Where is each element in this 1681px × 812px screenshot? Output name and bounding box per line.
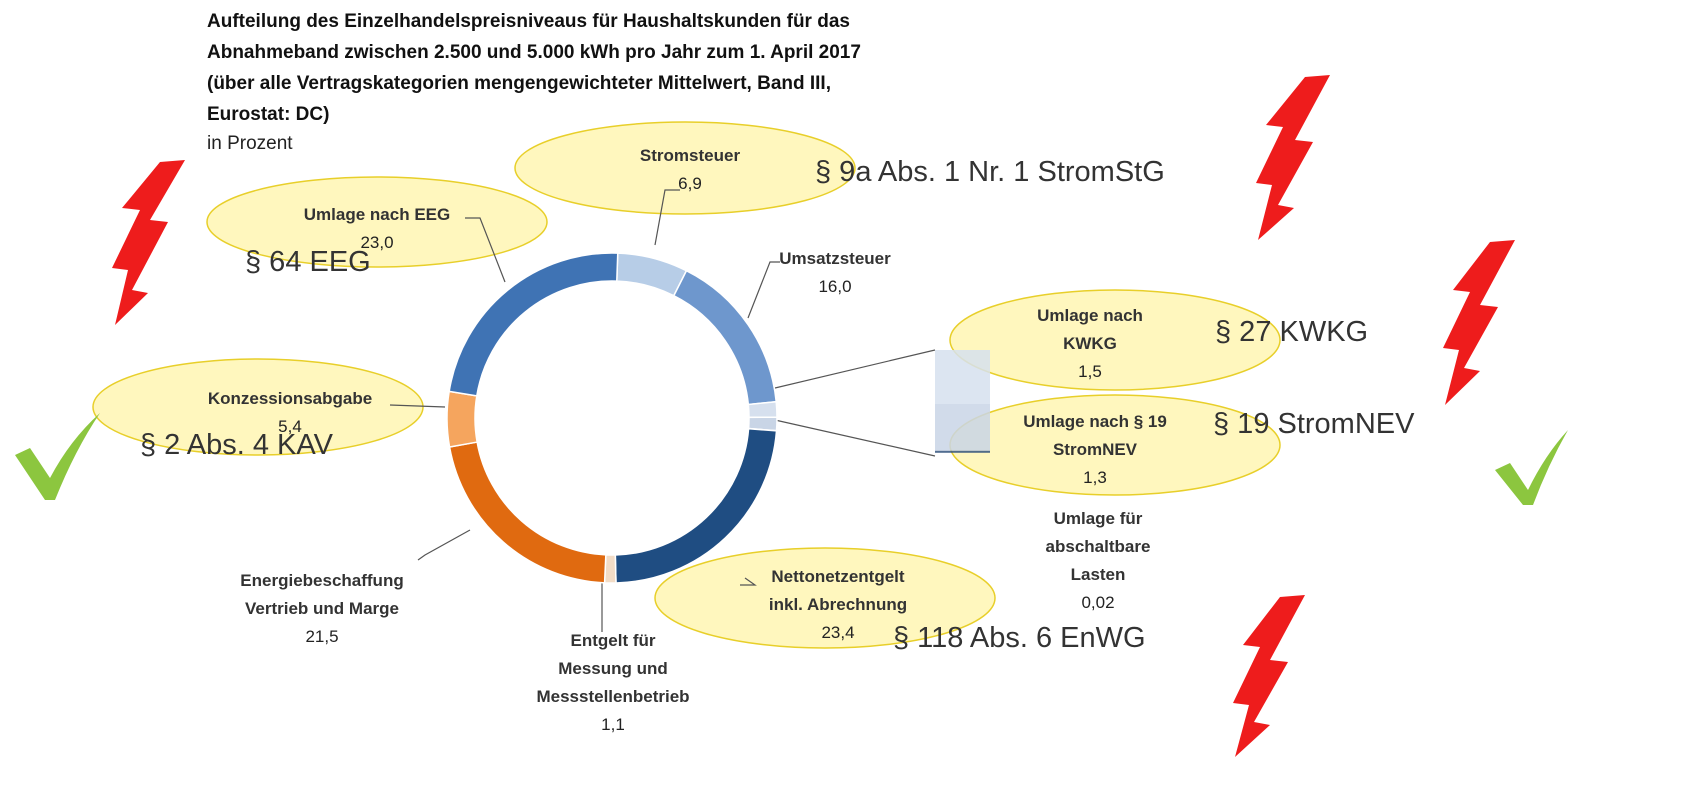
value-label: 23,0 [360, 233, 394, 252]
zoom-bar [935, 404, 990, 451]
slice-label: Umlage nach EEG 23,0 [304, 201, 450, 257]
checkmark [1495, 430, 1568, 505]
check-icons [15, 413, 1568, 505]
highlight [949, 289, 1281, 391]
slice-label: Energiebeschaffung Vertrieb und Marge 21,… [240, 567, 403, 651]
highlight [92, 358, 424, 456]
chart-subtitle: in Prozent [207, 133, 293, 154]
donut-segment [446, 390, 478, 448]
slice-label: Umlage nach § 19 StromNEV 1,3 [1023, 408, 1167, 492]
value-label: 1,3 [1083, 468, 1107, 487]
slice-label: Stromsteuer 6,9 [640, 142, 740, 198]
value-label: 21,5 [305, 627, 339, 646]
slice-label: Umsatzsteuer 16,0 [779, 245, 891, 301]
annotation: § 27 KWKG [1215, 316, 1369, 348]
slice-label: Konzessionsabgabe 5,4 [208, 385, 372, 441]
slice-label: Nettonetzentgelt inkl. Abrechnung 23,4 [769, 563, 907, 647]
zoom-bar [935, 350, 990, 404]
donut-segment [747, 400, 778, 419]
leader-line [417, 529, 471, 561]
leader-line [740, 577, 757, 586]
highlights [92, 121, 1281, 649]
checkmark [15, 413, 100, 500]
value-label: 1,5 [1078, 362, 1102, 381]
leader-line [389, 404, 446, 408]
slice-label: Umlage nach KWKG 1,5 [1037, 302, 1143, 386]
leader-line [774, 419, 936, 457]
value-label: 23,4 [821, 623, 855, 642]
category-label: Umlage nach § 19 StromNEV [1023, 412, 1167, 459]
slice-label: Umlage für abschaltbare Lasten 0,02 [1046, 505, 1151, 617]
highlight [206, 176, 548, 268]
annotation: § 118 Abs. 6 EnWG [893, 622, 1146, 654]
zoom-bar [935, 450, 990, 453]
annotation: § 19 StromNEV [1213, 408, 1415, 440]
value-label: 1,1 [601, 715, 625, 734]
lightning [1443, 240, 1515, 405]
donut-segment [616, 252, 688, 297]
category-label: Stromsteuer [639, 146, 741, 165]
category-label: Nettonetzentgelt inkl. Abrechnung [768, 567, 908, 614]
lightning [112, 160, 185, 325]
highlight [514, 121, 856, 215]
leader-line [465, 217, 506, 283]
annotation: § 2 Abs. 4 KAV [140, 429, 333, 461]
donut-segment [448, 252, 619, 397]
value-label: 0,02 [1081, 593, 1115, 612]
annotation: § 64 EEG [245, 246, 371, 278]
chart-title: Aufteilung des Einzelhandelspreisniveaus… [207, 11, 861, 125]
value-label: 5,4 [278, 417, 302, 436]
category-label: Umlage für abschaltbare Lasten [1045, 509, 1151, 584]
value-label: 6,9 [678, 174, 702, 193]
leader-line [747, 261, 780, 319]
annotation: § 9a Abs. 1 Nr. 1 StromStG [815, 156, 1165, 188]
lightning [1233, 595, 1305, 757]
category-label: Umlage nach EEG [303, 205, 451, 224]
category-label: Konzessionsabgabe [207, 389, 373, 408]
lightning [1256, 75, 1330, 240]
leader-line [774, 349, 936, 389]
slice-label: Entgelt für Messung und Messstellenbetri… [536, 627, 689, 739]
highlight [654, 547, 996, 649]
category-label: Energiebeschaffung Vertrieb und Marge [240, 571, 404, 618]
donut-segment [448, 441, 607, 584]
category-label: Umlage nach KWKG [1037, 306, 1143, 353]
value-label: 16,0 [818, 277, 852, 296]
leader-lines [389, 189, 936, 632]
leader-line [654, 189, 680, 246]
donut-segment [672, 269, 778, 406]
category-label: Umsatzsteuer [779, 249, 891, 268]
category-label: Entgelt für Messung und Messstellenbetri… [536, 631, 690, 706]
lightning-icons [112, 75, 1515, 757]
